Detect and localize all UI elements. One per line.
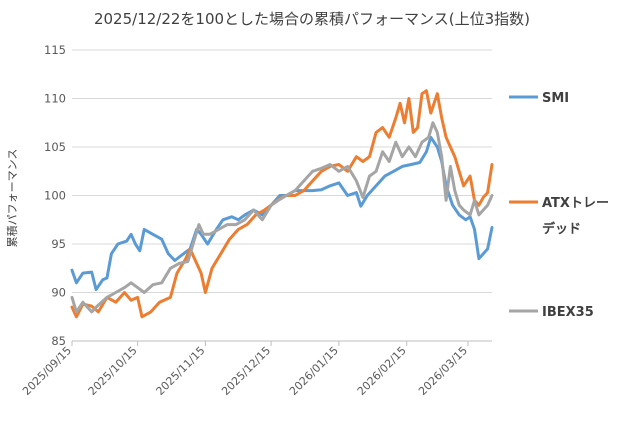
x-tick-label: 2026/02/15 [355,344,409,398]
legend: SMI ATXトレーデッド IBEX35 [509,91,609,320]
series-line-3 [70,121,494,314]
x-tick-label: 2025/12/15 [219,344,273,398]
x-tick-label: 2026/03/15 [416,344,470,398]
y-axis-label: 累積パフォーマンス [5,149,19,248]
y-axis-ticks: 85 90 95 100 105 110 115 [44,43,66,348]
y-tick-label: 100 [44,189,66,203]
legend-label: IBEX35 [542,305,594,320]
legend-label: ATXトレーデッド [542,196,609,237]
x-tick-label: 2025/09/15 [20,344,74,398]
series-lines [70,89,494,319]
series-line-1 [70,135,494,292]
series-line-2 [70,89,494,319]
y-tick-label: 85 [51,334,66,348]
x-tick-label: 2025/10/15 [86,344,140,398]
x-tick-label: 2025/11/15 [154,344,208,398]
legend-label: SMI [542,91,569,106]
y-tick-label: 90 [51,286,66,300]
y-tick-label: 115 [44,43,66,57]
y-tick-label: 95 [51,237,66,251]
x-axis-ticks: 2025/09/15 2025/10/15 2025/11/15 2025/12/15… [20,341,470,398]
x-tick-label: 2026/01/15 [287,344,341,398]
chart-title: 2025/12/22を100とした場合の累積パフォーマンス(上位3指数) [94,10,530,28]
y-tick-label: 105 [44,140,66,154]
y-tick-label: 110 [44,92,66,106]
